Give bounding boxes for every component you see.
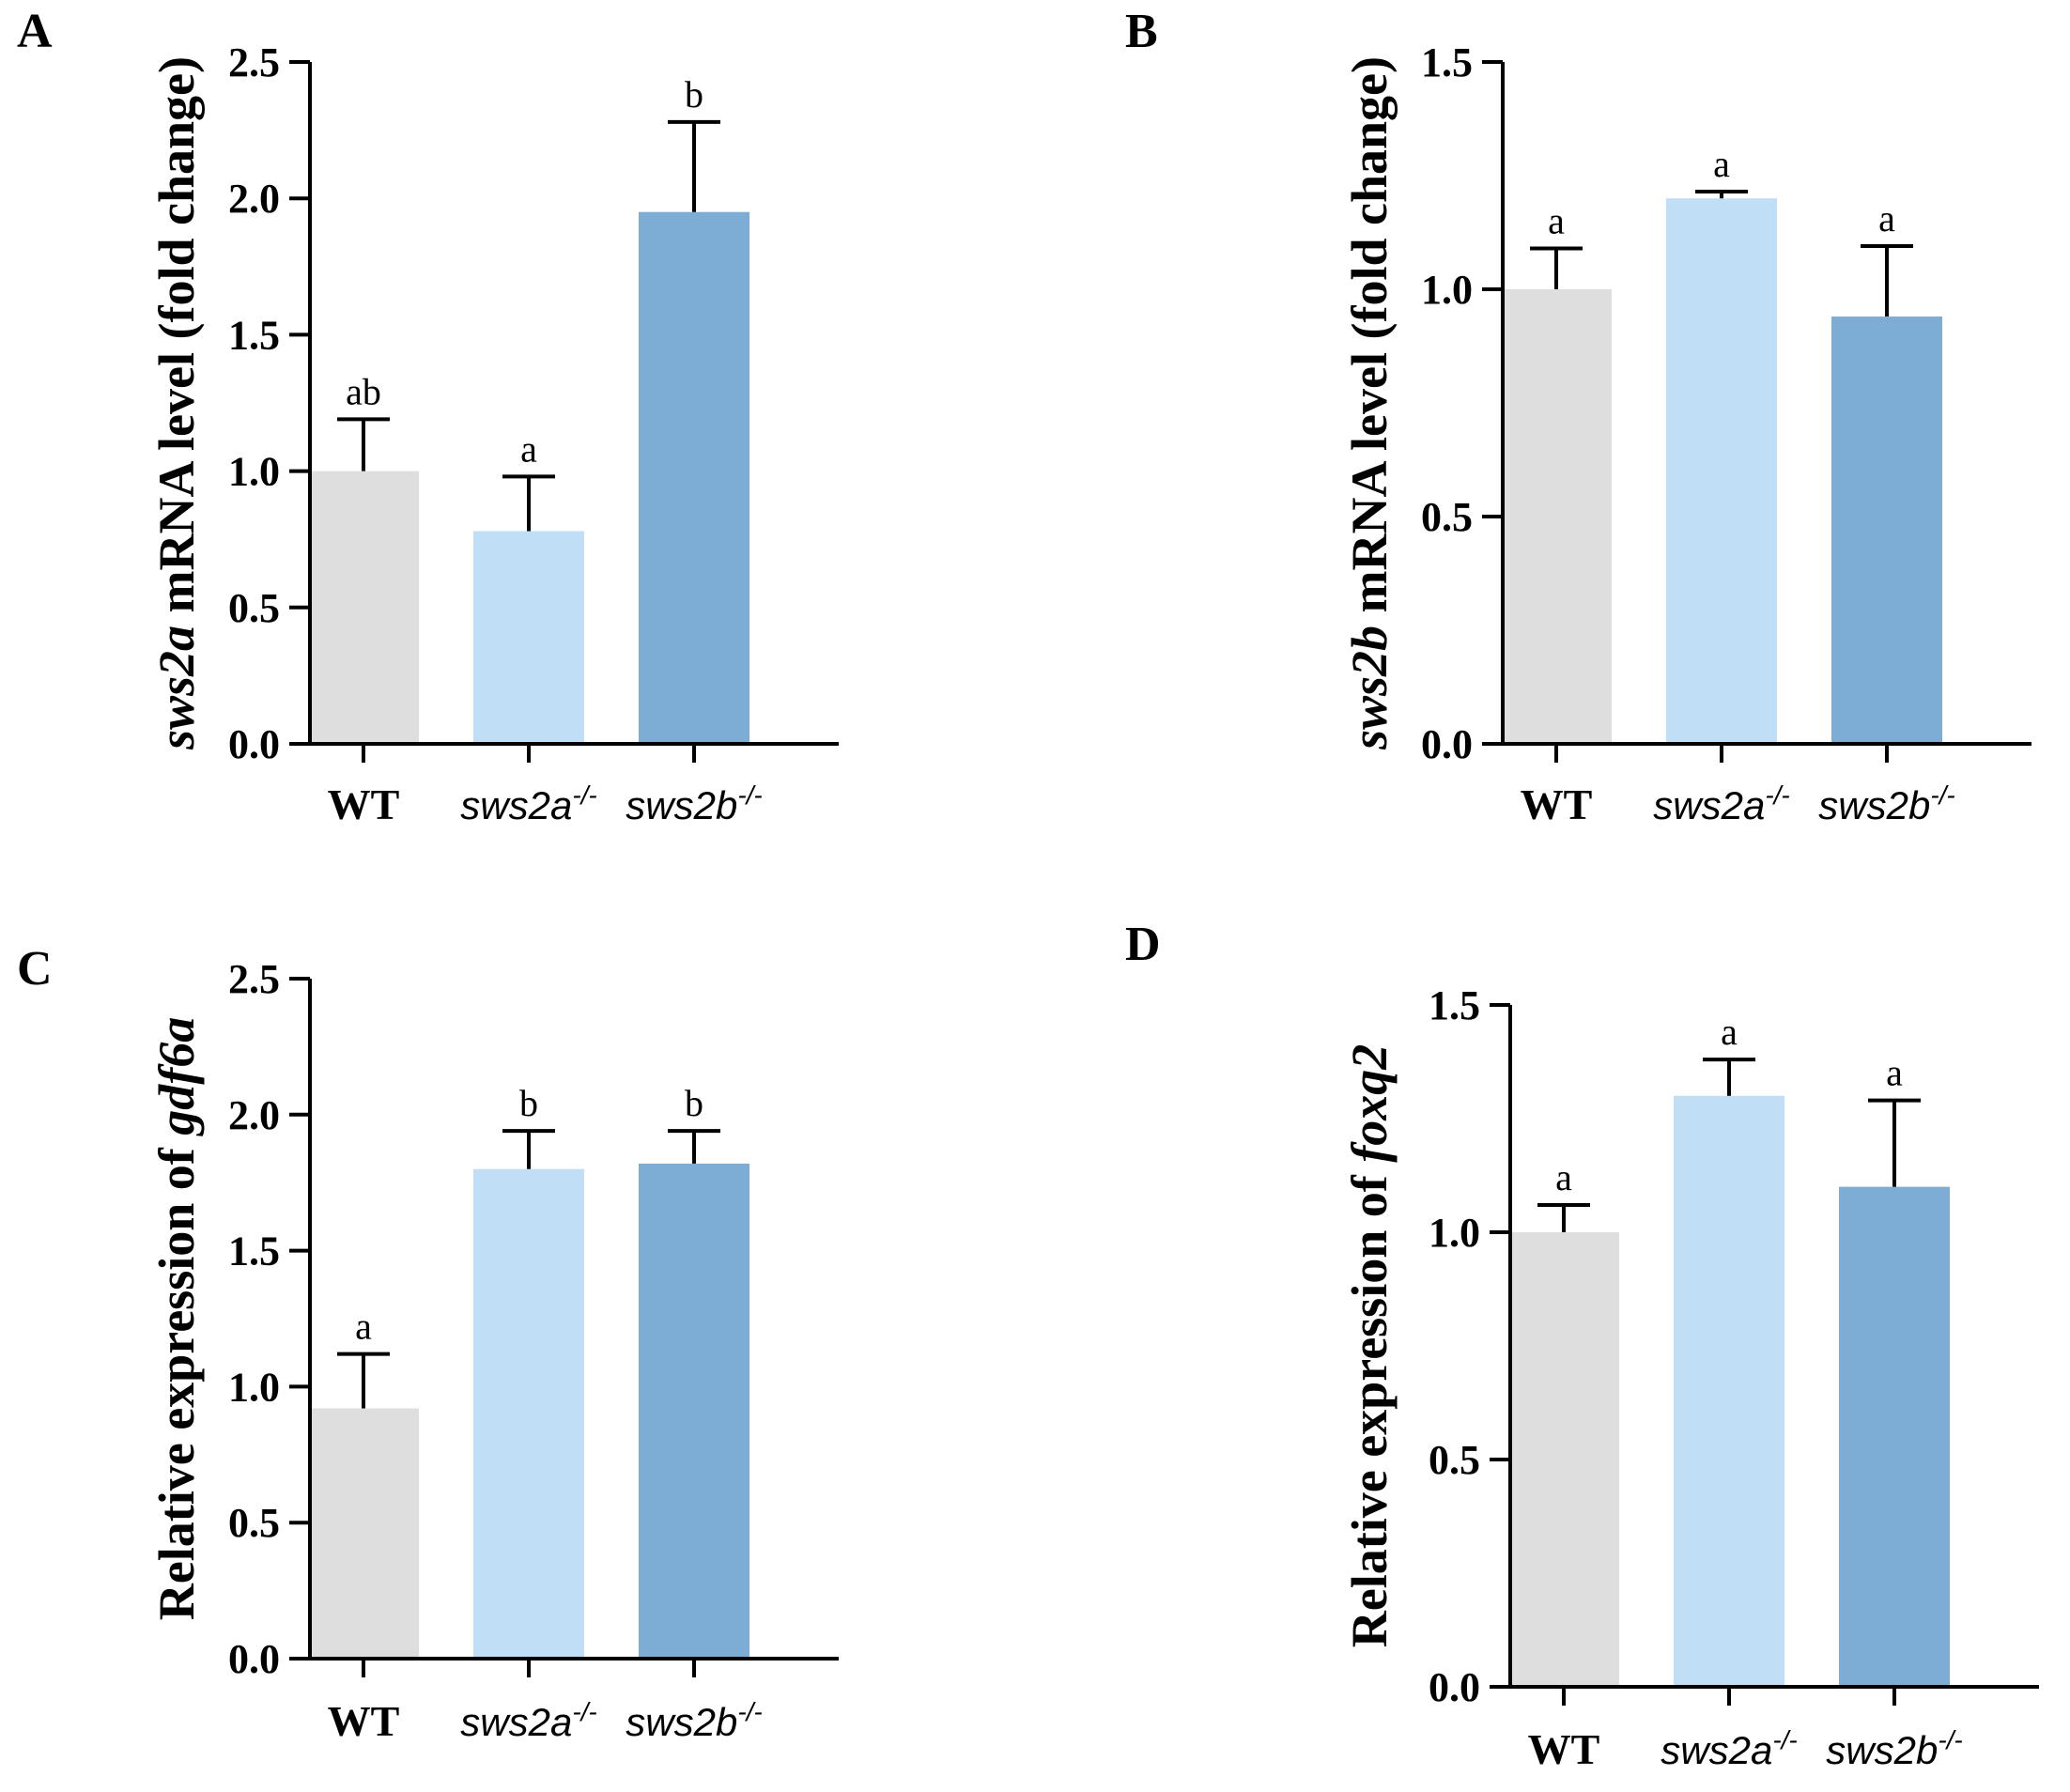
- x-tick-label: sws2a-/-: [460, 780, 597, 827]
- bar: [639, 211, 749, 745]
- y-tick-label: 2.0: [228, 1092, 280, 1138]
- x-tick-label: sws2b-/-: [626, 1697, 763, 1744]
- bar: [1674, 1095, 1784, 1687]
- y-tick-label: 0.5: [228, 585, 280, 631]
- y-tick-label: 0.0: [1421, 721, 1473, 767]
- x-tick-label: WT: [328, 780, 400, 828]
- y-axis-label: sws2b mRNA level (fold change): [1341, 56, 1398, 750]
- y-axis-label: Relative expression of foxq2: [1341, 1044, 1398, 1647]
- y-tick-label: 1.0: [1429, 1210, 1480, 1256]
- bar: [639, 1163, 749, 1659]
- panel-letter: B: [1125, 5, 1158, 58]
- significance-label: a: [1548, 199, 1565, 241]
- y-tick-label: 0.5: [228, 1500, 280, 1546]
- bar: [1508, 1232, 1619, 1687]
- significance-label: a: [1555, 1156, 1572, 1198]
- y-tick-label: 1.0: [228, 449, 280, 495]
- y-tick-label: 1.5: [1421, 39, 1473, 85]
- bar: [473, 531, 584, 744]
- significance-label: ab: [346, 370, 381, 412]
- y-tick-label: 0.5: [1429, 1437, 1480, 1483]
- bar: [1831, 317, 1942, 744]
- x-tick-label: sws2a-/-: [460, 1697, 597, 1744]
- bar: [1501, 289, 1612, 744]
- y-axis-label: Relative expression of gdf6a: [148, 1017, 205, 1620]
- x-tick-label: sws2a-/-: [1653, 780, 1790, 827]
- y-tick-label: 1.0: [228, 1364, 280, 1410]
- significance-label: a: [1878, 197, 1895, 239]
- y-tick-label: 2.5: [228, 956, 280, 1002]
- bar: [1839, 1186, 1950, 1687]
- y-tick-label: 2.0: [228, 176, 280, 222]
- panel-letter: A: [17, 5, 53, 58]
- y-tick-label: 1.5: [1429, 982, 1480, 1028]
- significance-label: a: [355, 1305, 372, 1348]
- significance-label: b: [685, 1082, 703, 1124]
- x-tick-label: sws2b-/-: [1818, 780, 1955, 827]
- x-tick-label: WT: [1528, 1725, 1600, 1773]
- panel-b: Ba a a 0.0 0.5 1.0 1.5 WT sws2a-/- sws2b-/- sws2b …: [1125, 5, 2031, 828]
- significance-label: a: [1886, 1052, 1903, 1094]
- significance-label: b: [519, 1082, 538, 1124]
- panel-letter: C: [17, 942, 53, 996]
- x-tick-label: sws2a-/-: [1661, 1725, 1798, 1772]
- y-tick-label: 1.5: [228, 312, 280, 358]
- panel-c: Ca b b 0.0 0.5 1.0 1.5 2.0 2.5 WT sws2a-/- sws2b-/-…: [17, 942, 839, 1745]
- panel-letter: D: [1125, 918, 1161, 971]
- y-tick-label: 0.0: [228, 1636, 280, 1682]
- x-tick-label: WT: [328, 1697, 400, 1745]
- bar: [308, 471, 419, 744]
- significance-label: a: [1721, 1011, 1738, 1053]
- bar: [308, 1408, 419, 1659]
- y-axis-label: sws2a mRNA level (fold change): [148, 56, 205, 750]
- x-tick-label: sws2b-/-: [1826, 1725, 1963, 1772]
- x-tick-label: WT: [1521, 780, 1593, 828]
- significance-label: a: [1713, 143, 1730, 185]
- significance-label: b: [685, 73, 703, 116]
- y-tick-label: 0.0: [1429, 1664, 1480, 1710]
- y-tick-label: 1.0: [1421, 267, 1473, 313]
- bar: [1666, 198, 1777, 744]
- y-tick-label: 1.5: [228, 1228, 280, 1274]
- panel-d: Da a a 0.0 0.5 1.0 1.5 WT sws2a-/- sws2b-/- Relati…: [1125, 918, 2039, 1773]
- x-tick-label: sws2b-/-: [626, 780, 763, 827]
- y-tick-label: 0.5: [1421, 494, 1473, 540]
- significance-label: a: [520, 427, 537, 470]
- bar: [473, 1168, 584, 1659]
- y-tick-label: 0.0: [228, 721, 280, 767]
- y-tick-label: 2.5: [228, 39, 280, 85]
